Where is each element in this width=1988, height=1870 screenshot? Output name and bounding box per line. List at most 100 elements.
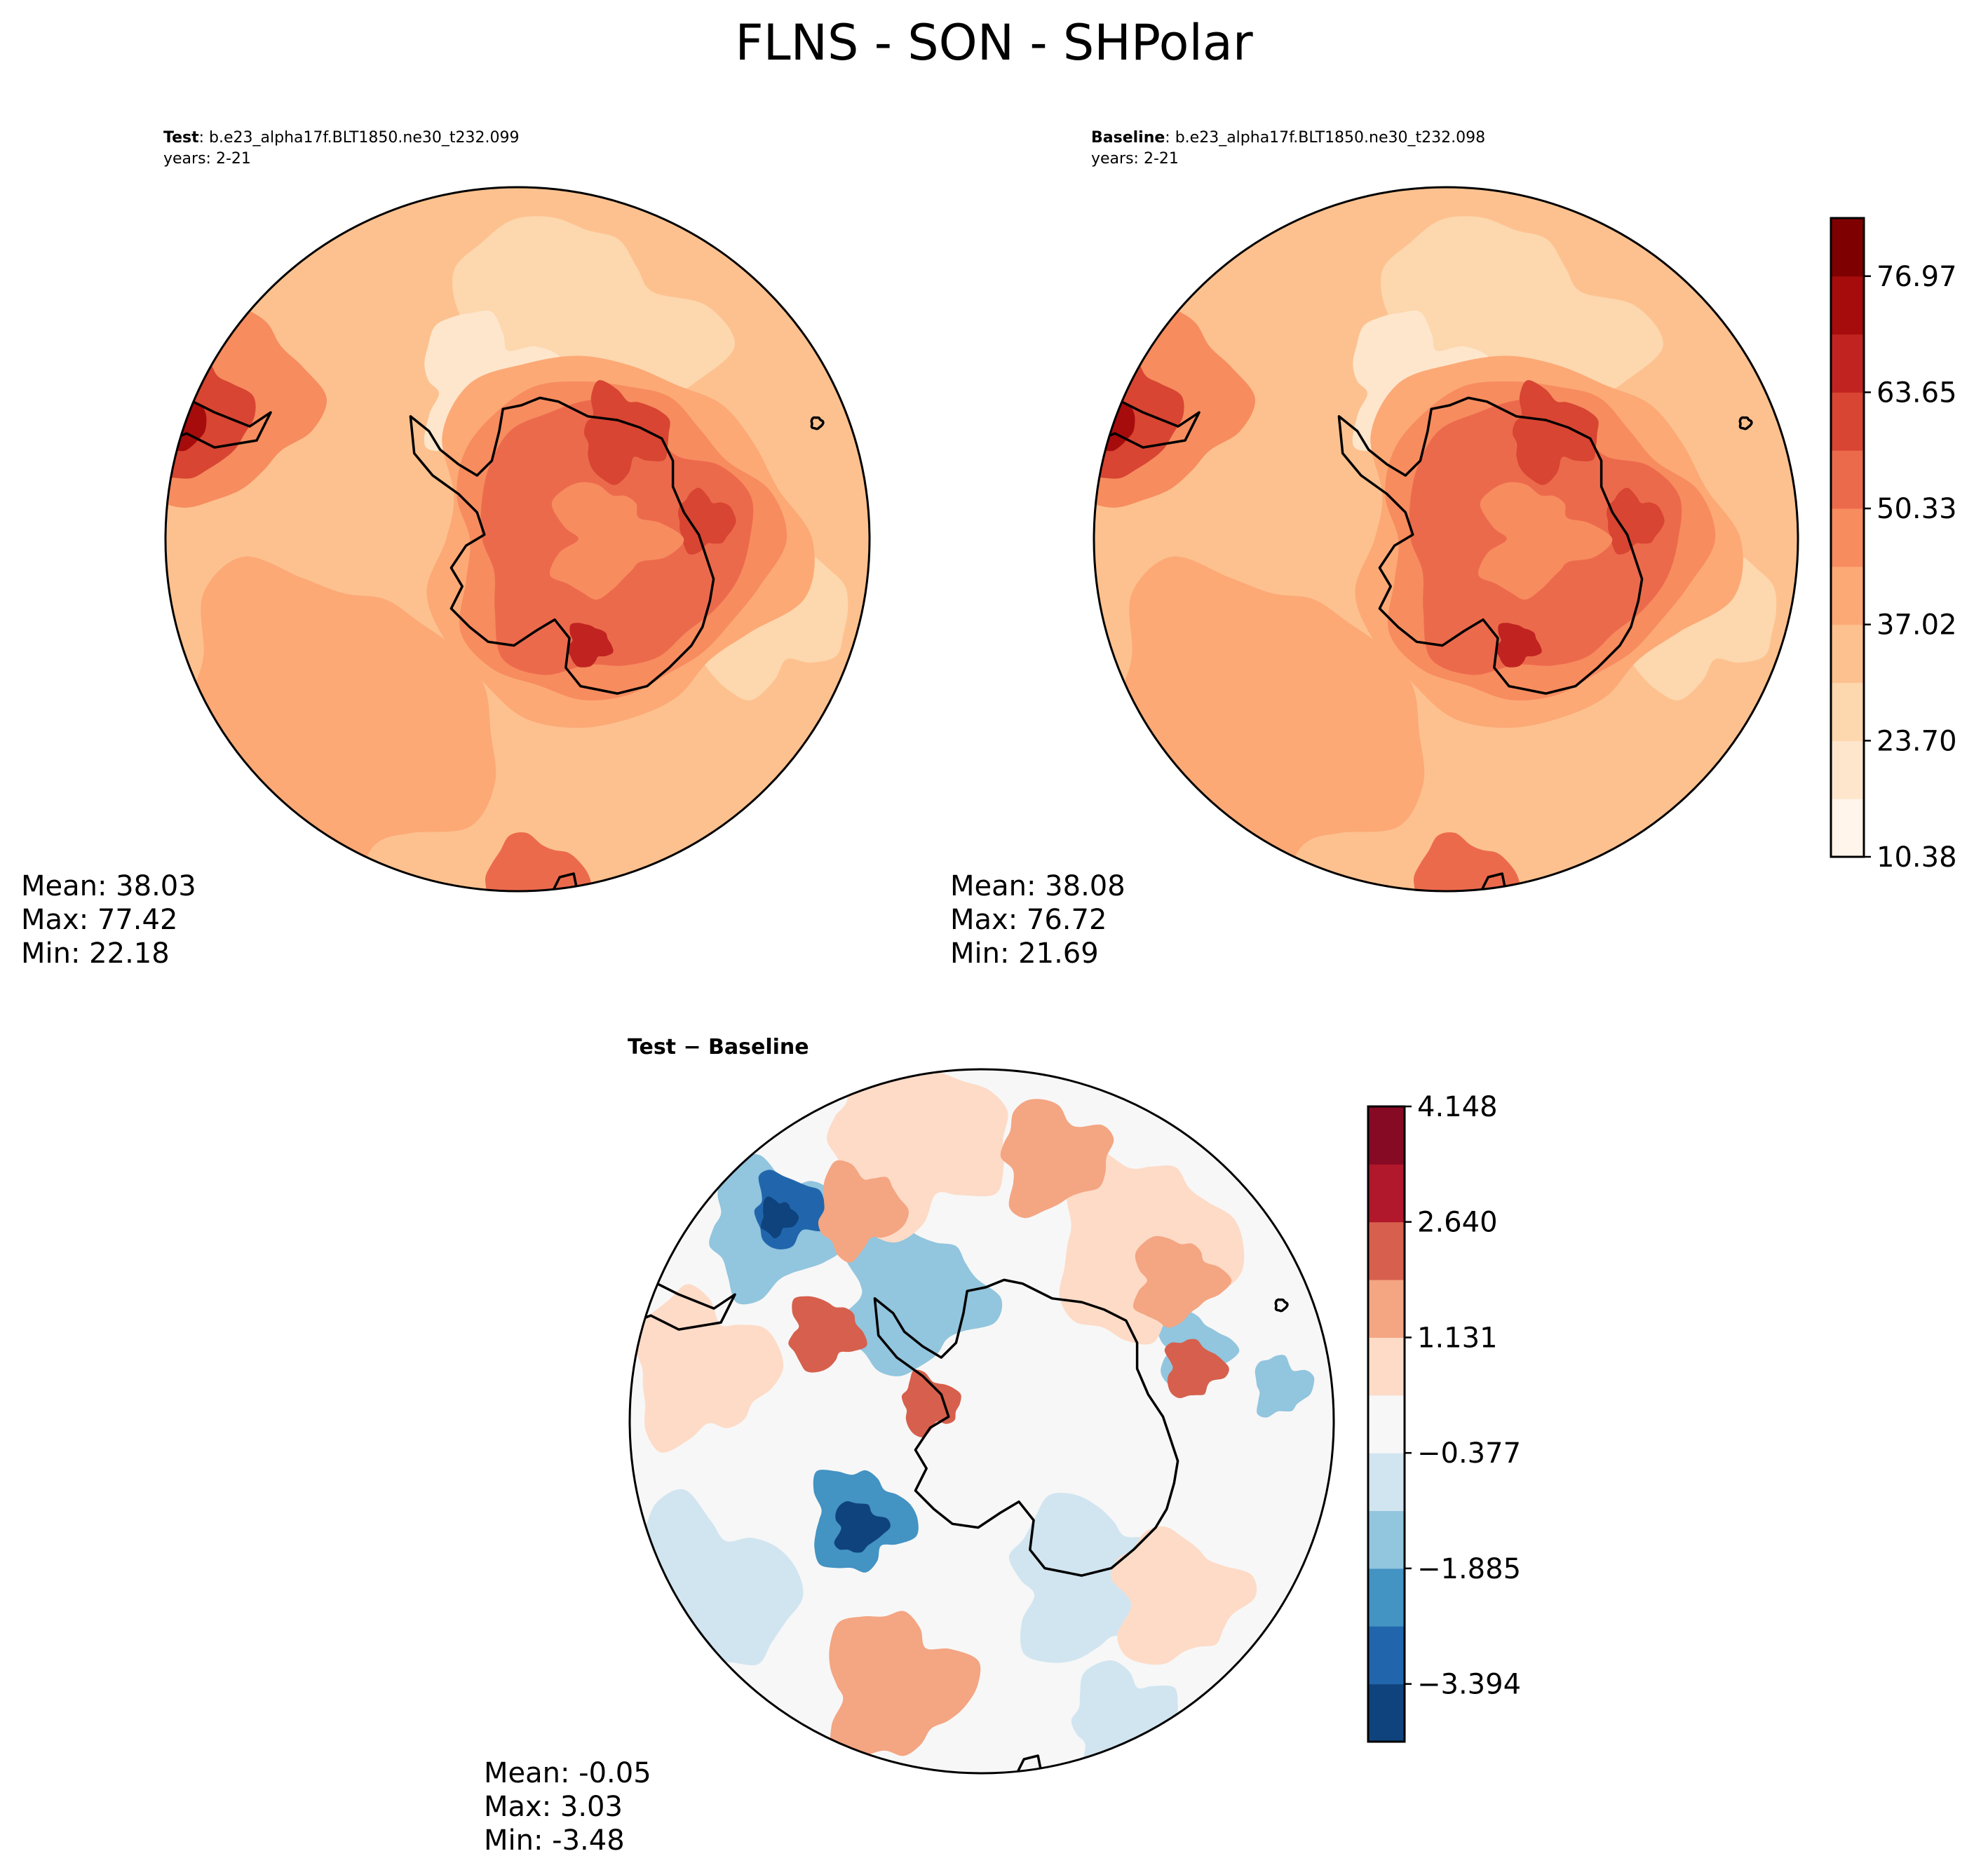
anomaly-blob xyxy=(788,1296,867,1373)
diff-colorbar-swatch xyxy=(1368,1106,1405,1165)
diff-max: Max: 3.03 xyxy=(484,1791,623,1823)
anomaly-blob xyxy=(818,1160,909,1263)
south-america-coastline xyxy=(1097,390,1201,449)
test-polar-map xyxy=(164,186,871,893)
coastline xyxy=(633,1272,1289,1773)
antarctica-coastline xyxy=(873,1278,1179,1577)
baseline-years: years: 2-21 xyxy=(1091,150,1179,168)
main-colorbar-tick-label: 76.97 xyxy=(1877,261,1957,293)
main-colorbar-swatch xyxy=(1831,566,1864,625)
map-baseline-boundary xyxy=(1093,186,1799,893)
main-colorbar-tick-label: 63.65 xyxy=(1877,377,1957,409)
main-colorbar-frame xyxy=(1830,217,1865,858)
main-colorbar-swatch xyxy=(1831,218,1864,277)
test-min: Min: 22.18 xyxy=(21,937,170,970)
new-zealand-outline xyxy=(1480,872,1507,891)
baseline-mean: Mean: 38.08 xyxy=(950,870,1125,902)
diff-colorbar-tick-label: 1.131 xyxy=(1417,1322,1498,1354)
main-colorbar-swatch xyxy=(1831,450,1864,509)
anomaly-blob xyxy=(760,1196,799,1239)
coastline xyxy=(1097,390,1753,891)
diff-colorbar-swatch xyxy=(1368,1337,1405,1396)
diff-colorbar-tick-label: −1.885 xyxy=(1417,1553,1521,1585)
diff-panel-title: Test − Baseline xyxy=(628,1035,809,1059)
main-colorbar-tick-label: 10.38 xyxy=(1877,841,1957,874)
diff-colorbar-tick-label: 2.640 xyxy=(1417,1207,1498,1239)
south-america-coastline xyxy=(168,390,272,449)
diff-min: Min: -3.48 xyxy=(484,1824,625,1857)
interior-level xyxy=(567,623,614,668)
island-outline xyxy=(1274,1298,1289,1313)
diff-colorbar-tick-label: 4.148 xyxy=(1417,1091,1498,1123)
map-test-boundary xyxy=(164,186,871,893)
baseline-label: Baseline xyxy=(1091,129,1165,147)
new-zealand-outline xyxy=(551,872,579,891)
main-colorbar-swatch xyxy=(1831,508,1864,567)
diff-colorbar-swatch xyxy=(1368,1626,1405,1685)
interior-level xyxy=(1513,380,1599,485)
diff-colorbar-swatch xyxy=(1368,1683,1405,1742)
baseline-case-name: : b.e23_alpha17f.BLT1850.ne30_t232.098 xyxy=(1165,129,1486,147)
baseline-polar-map xyxy=(1093,186,1799,893)
test-years: years: 2-21 xyxy=(163,150,251,168)
diff-stats: Mean: -0.05 Max: 3.03 Min: -3.48 xyxy=(484,1756,651,1857)
interior-level xyxy=(678,487,736,555)
diff-colorbar-frame xyxy=(1367,1105,1406,1743)
main-colorbar: 10.38 23.70 37.02 50.33 63.65 76.97 xyxy=(1830,217,1957,874)
diff-mean: Mean: -0.05 xyxy=(484,1757,651,1789)
main-colorbar-swatch xyxy=(1831,682,1864,741)
diff-colorbar-tick-label: −3.394 xyxy=(1417,1669,1521,1701)
anomaly-blob xyxy=(1255,1355,1315,1418)
diff-colorbar-swatch xyxy=(1368,1510,1405,1569)
baseline-max: Max: 76.72 xyxy=(950,904,1107,936)
diff-polar-map xyxy=(628,1068,1335,1775)
anomaly-blob xyxy=(834,1501,891,1553)
baseline-panel-header: Baseline: b.e23_alpha17f.BLT1850.ne30_t2… xyxy=(1091,128,1485,170)
main-colorbar-tick-label: 23.70 xyxy=(1877,725,1957,757)
new-zealand-outline xyxy=(1015,1754,1043,1773)
anomaly-blob xyxy=(1164,1339,1229,1399)
anomaly-blob xyxy=(829,1611,981,1758)
figure-title: FLNS - SON - SHPolar xyxy=(735,14,1253,72)
main-colorbar-tick-label: 50.33 xyxy=(1877,493,1957,525)
south-america-coastline xyxy=(633,1272,736,1331)
baseline-stats: Mean: 38.08 Max: 76.72 Min: 21.69 xyxy=(950,869,1125,970)
diff-colorbar: 4.148 2.640 1.131 −0.377 −1.885 −3.394 xyxy=(1367,1091,1521,1743)
diff-colorbar-swatch xyxy=(1368,1568,1405,1627)
map-diff-boundary xyxy=(628,1068,1335,1775)
interior-level xyxy=(584,380,670,485)
test-panel-header: Test: b.e23_alpha17f.BLT1850.ne30_t232.0… xyxy=(163,128,519,170)
diff-colorbar-swatch xyxy=(1368,1395,1405,1454)
diff-colorbar-tick-label: −0.377 xyxy=(1417,1437,1521,1470)
test-mean: Mean: 38.03 xyxy=(21,870,196,902)
main-colorbar-swatch xyxy=(1831,392,1864,451)
main-colorbar-swatch xyxy=(1831,624,1864,684)
anomaly-blob xyxy=(901,1369,961,1437)
interior-level xyxy=(550,482,684,600)
diff-colorbar-swatch xyxy=(1368,1221,1405,1280)
diff-colorbar-swatch xyxy=(1368,1280,1405,1338)
main-colorbar-swatch xyxy=(1831,740,1864,799)
coastline xyxy=(168,390,825,891)
anomaly-blob xyxy=(1132,1235,1232,1328)
antarctica-coastline xyxy=(1337,396,1644,695)
map-baseline-field xyxy=(1094,187,1798,891)
anomaly-blob xyxy=(1000,1099,1114,1219)
main-colorbar-swatch xyxy=(1831,276,1864,335)
antarctica-coastline xyxy=(409,396,715,695)
map-diff-field xyxy=(630,1069,1334,1773)
interior-level xyxy=(1495,623,1542,668)
main-colorbar-tick-label: 37.02 xyxy=(1877,609,1957,642)
interior-level xyxy=(1478,482,1613,600)
test-stats: Mean: 38.03 Max: 77.42 Min: 22.18 xyxy=(21,869,196,970)
island-outline xyxy=(1738,416,1753,431)
test-max: Max: 77.42 xyxy=(21,904,178,936)
diff-colorbar-swatch xyxy=(1368,1453,1405,1512)
test-label: Test xyxy=(163,129,199,147)
island-outline xyxy=(810,416,825,431)
test-case-name: : b.e23_alpha17f.BLT1850.ne30_t232.099 xyxy=(198,129,520,147)
interior-level xyxy=(1607,487,1665,555)
map-test-field xyxy=(165,187,870,891)
